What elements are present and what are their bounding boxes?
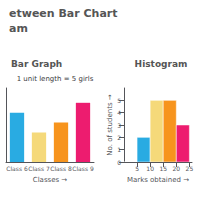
svg-text:am: am bbox=[9, 22, 28, 35]
svg-text:Marks obtained →: Marks obtained → bbox=[127, 176, 189, 184]
svg-text:5: 5 bbox=[117, 97, 121, 104]
svg-text:Class 9: Class 9 bbox=[72, 165, 94, 172]
svg-text:15: 15 bbox=[159, 165, 167, 172]
svg-text:25: 25 bbox=[186, 165, 194, 172]
svg-text:3: 3 bbox=[117, 122, 121, 129]
svg-text:0: 0 bbox=[117, 159, 121, 166]
svg-text:1: 1 bbox=[117, 146, 121, 153]
svg-text:2: 2 bbox=[117, 134, 121, 141]
svg-text:5: 5 bbox=[135, 165, 139, 172]
svg-text:No. of students →: No. of students → bbox=[106, 94, 114, 155]
svg-text:Class 6: Class 6 bbox=[6, 165, 28, 172]
svg-text:10: 10 bbox=[146, 165, 154, 172]
svg-text:Class 8: Class 8 bbox=[50, 165, 72, 172]
svg-text:4: 4 bbox=[117, 109, 121, 116]
svg-text:Class 7: Class 7 bbox=[28, 165, 50, 172]
svg-text:1 unit length = 5 girls: 1 unit length = 5 girls bbox=[17, 75, 94, 83]
svg-text:Classes →: Classes → bbox=[33, 176, 68, 184]
svg-text:20: 20 bbox=[172, 165, 180, 172]
svg-text:etween Bar Chart: etween Bar Chart bbox=[9, 7, 118, 20]
svg-text:Histogram: Histogram bbox=[135, 59, 188, 69]
svg-text:Bar Graph: Bar Graph bbox=[11, 59, 62, 69]
